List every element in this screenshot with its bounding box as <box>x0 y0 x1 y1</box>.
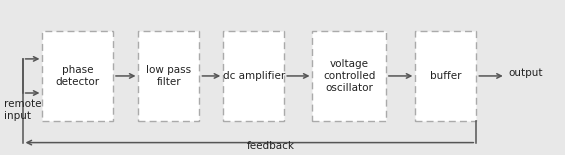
Text: remote
input: remote input <box>4 99 41 121</box>
Bar <box>223 31 284 121</box>
Bar <box>42 31 113 121</box>
Text: buffer: buffer <box>430 71 462 81</box>
Text: feedback: feedback <box>247 141 295 151</box>
Text: voltage
controlled
oscillator: voltage controlled oscillator <box>323 59 375 93</box>
Bar <box>312 31 386 121</box>
Text: dc amplifier: dc amplifier <box>223 71 285 81</box>
Text: low pass
filter: low pass filter <box>146 65 192 87</box>
Text: phase
detector: phase detector <box>55 65 100 87</box>
Text: output: output <box>508 68 543 78</box>
Bar <box>138 31 199 121</box>
Bar <box>415 31 476 121</box>
